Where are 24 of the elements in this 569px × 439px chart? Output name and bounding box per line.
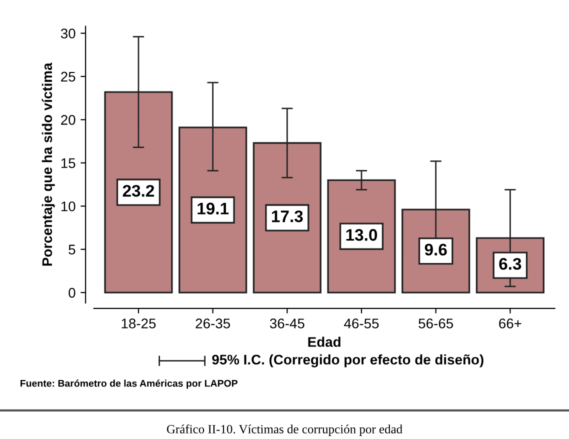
x-tick-label: 18-25 <box>122 318 156 328</box>
x-axis-title: Edad <box>308 336 340 347</box>
x-tick-label: 66+ <box>499 318 522 328</box>
x-tick-label: 56-65 <box>418 318 454 328</box>
data-label: 19.1 <box>198 202 229 214</box>
x-tick-label: 26-35 <box>196 318 230 328</box>
y-tick-label: 10 <box>61 201 76 212</box>
data-label: 13.0 <box>346 229 378 241</box>
x-tick-label: 46-55 <box>344 318 379 328</box>
source-note: Fuente: Barómetro de las Américas por LAPOP <box>20 380 238 389</box>
y-tick-label: 0 <box>68 288 76 298</box>
y-tick-label: 30 <box>60 28 76 38</box>
text: Gráfico II-10. Víctimas de corrupción por edad <box>166 424 402 436</box>
data-label: 17.3 <box>272 210 303 222</box>
data-label: 23.2 <box>122 184 154 197</box>
data-label: 6.3 <box>499 258 522 270</box>
y-tick-label: 25 <box>61 72 76 82</box>
data-label: 9.6 <box>424 244 447 256</box>
y-tick-label: 15 <box>61 158 76 168</box>
y-tick-label: 5 <box>68 244 76 254</box>
x-tick-label: 36-45 <box>270 318 304 328</box>
text: 95% I.C. (Corregido por efecto de diseño) <box>212 354 484 368</box>
y-tick-label: 20 <box>61 115 76 125</box>
y-axis-title: Porcentaje que ha sido víctima <box>42 62 55 266</box>
